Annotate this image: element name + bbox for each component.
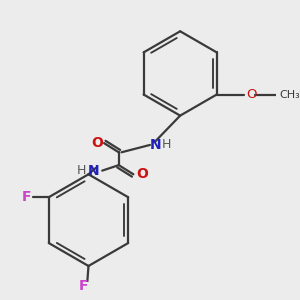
Text: F: F	[22, 190, 32, 204]
Text: O: O	[246, 88, 256, 101]
Text: N: N	[87, 164, 99, 178]
Text: O: O	[136, 167, 148, 181]
Text: N: N	[150, 138, 161, 152]
Text: H: H	[162, 139, 171, 152]
Text: F: F	[79, 279, 89, 293]
Text: H: H	[76, 164, 86, 177]
Text: CH₃: CH₃	[279, 89, 300, 100]
Text: O: O	[91, 136, 103, 150]
